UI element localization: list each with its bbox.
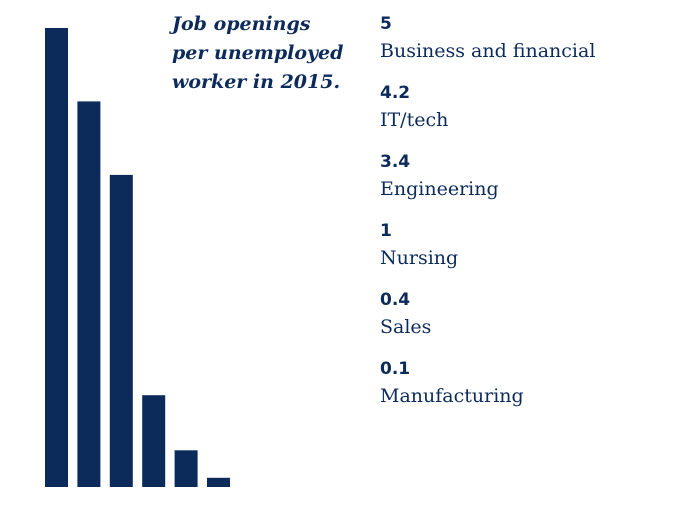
data-label: 1 [380, 221, 392, 241]
chart-title-line: Job openings [172, 13, 311, 35]
category-label: Business and financial [380, 40, 596, 62]
legend-item: 1 Nursing [380, 220, 690, 289]
chart-title: Job openings per unemployed worker in 20… [172, 10, 362, 97]
category-label: Engineering [380, 178, 499, 200]
bar-manufacturing [207, 477, 230, 487]
value-legend: 5 Business and financial 4.2 IT/tech 3.4… [380, 13, 690, 427]
data-label: 4.2 [380, 83, 411, 103]
bar-nursing [142, 395, 166, 487]
chart-title-line: per unemployed [172, 42, 344, 64]
legend-item: 4.2 IT/tech [380, 82, 690, 151]
data-label: 0.4 [380, 290, 411, 310]
bar-business-and-financial [45, 28, 68, 487]
category-label: IT/tech [380, 109, 449, 131]
category-label: Nursing [380, 247, 459, 269]
data-label: 3.4 [380, 152, 411, 172]
legend-item: 3.4 Engineering [380, 151, 690, 220]
category-label: Sales [380, 316, 432, 338]
bar-it-tech [77, 101, 101, 488]
data-label: 0.1 [380, 359, 411, 379]
legend-item: 0.4 Sales [380, 289, 690, 358]
category-label: Manufacturing [380, 385, 524, 407]
bar-sales [174, 450, 198, 487]
legend-item: 5 Business and financial [380, 13, 690, 82]
chart-title-line: worker in 2015. [172, 71, 341, 93]
legend-item: 0.1 Manufacturing [380, 358, 690, 427]
data-label: 5 [380, 14, 392, 34]
bar-engineering [109, 174, 133, 487]
